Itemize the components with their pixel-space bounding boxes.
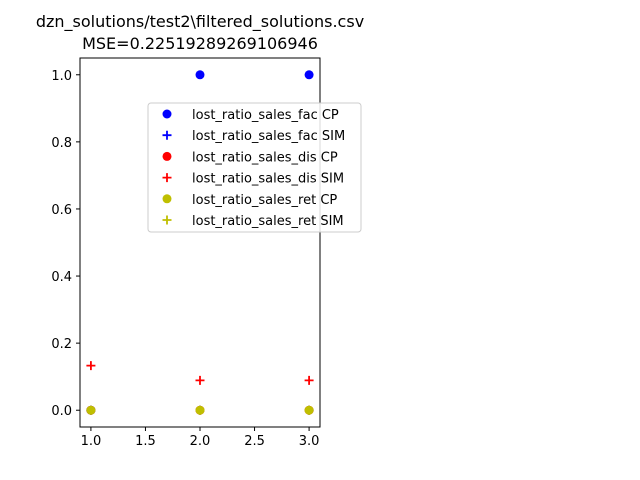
- data-point: [195, 405, 205, 415]
- data-point: [86, 405, 96, 415]
- y-tick-label: 1.0: [51, 69, 72, 84]
- data-point: [86, 361, 96, 371]
- legend-label: lost_ratio_sales_fac CP: [192, 108, 339, 123]
- legend-label: lost_ratio_sales_dis CP: [192, 150, 338, 165]
- x-axis: 1.0 1.5 2.0 2.5 3.0: [81, 427, 320, 449]
- data-points: [86, 70, 314, 415]
- data-point: [195, 375, 205, 385]
- legend-box: [147, 102, 362, 233]
- y-tick-label: 0.2: [51, 337, 72, 352]
- legend: lost_ratio_sales_fac CP lost_ratio_sales_…: [147, 102, 362, 233]
- legend-marker: [162, 109, 172, 119]
- data-point: [195, 70, 205, 80]
- legend-marker: [162, 215, 172, 225]
- legend-label: lost_ratio_sales_ret SIM: [192, 214, 344, 229]
- chart-title-line-2: MSE=0.22519289269106946: [82, 34, 318, 53]
- x-tick-label: 2.5: [244, 434, 265, 449]
- legend-marker: [162, 130, 172, 140]
- legend-label: lost_ratio_sales_ret CP: [192, 193, 337, 208]
- data-point: [304, 70, 314, 80]
- y-axis: 0.0 0.2 0.4 0.6 0.8 1.0: [51, 69, 80, 419]
- legend-label: lost_ratio_sales_dis SIM: [192, 172, 344, 187]
- data-point: [304, 405, 314, 415]
- x-tick-label: 1.0: [81, 434, 102, 449]
- y-tick-label: 0.8: [51, 136, 72, 151]
- x-tick-label: 2.0: [190, 434, 211, 449]
- y-tick-label: 0.6: [51, 203, 72, 218]
- x-tick-label: 3.0: [299, 434, 320, 449]
- x-tick-label: 1.5: [135, 434, 156, 449]
- y-tick-label: 0.0: [51, 404, 72, 419]
- legend-marker: [162, 151, 172, 161]
- legend-marker: [162, 173, 172, 183]
- legend-marker: [162, 194, 172, 204]
- y-tick-label: 0.4: [51, 270, 72, 285]
- plot-frame: [79, 57, 321, 428]
- data-point: [304, 375, 314, 385]
- chart-title-line-1: dzn_solutions/test2\filtered_solutions.c…: [36, 12, 364, 32]
- legend-label: lost_ratio_sales_fac SIM: [192, 129, 345, 144]
